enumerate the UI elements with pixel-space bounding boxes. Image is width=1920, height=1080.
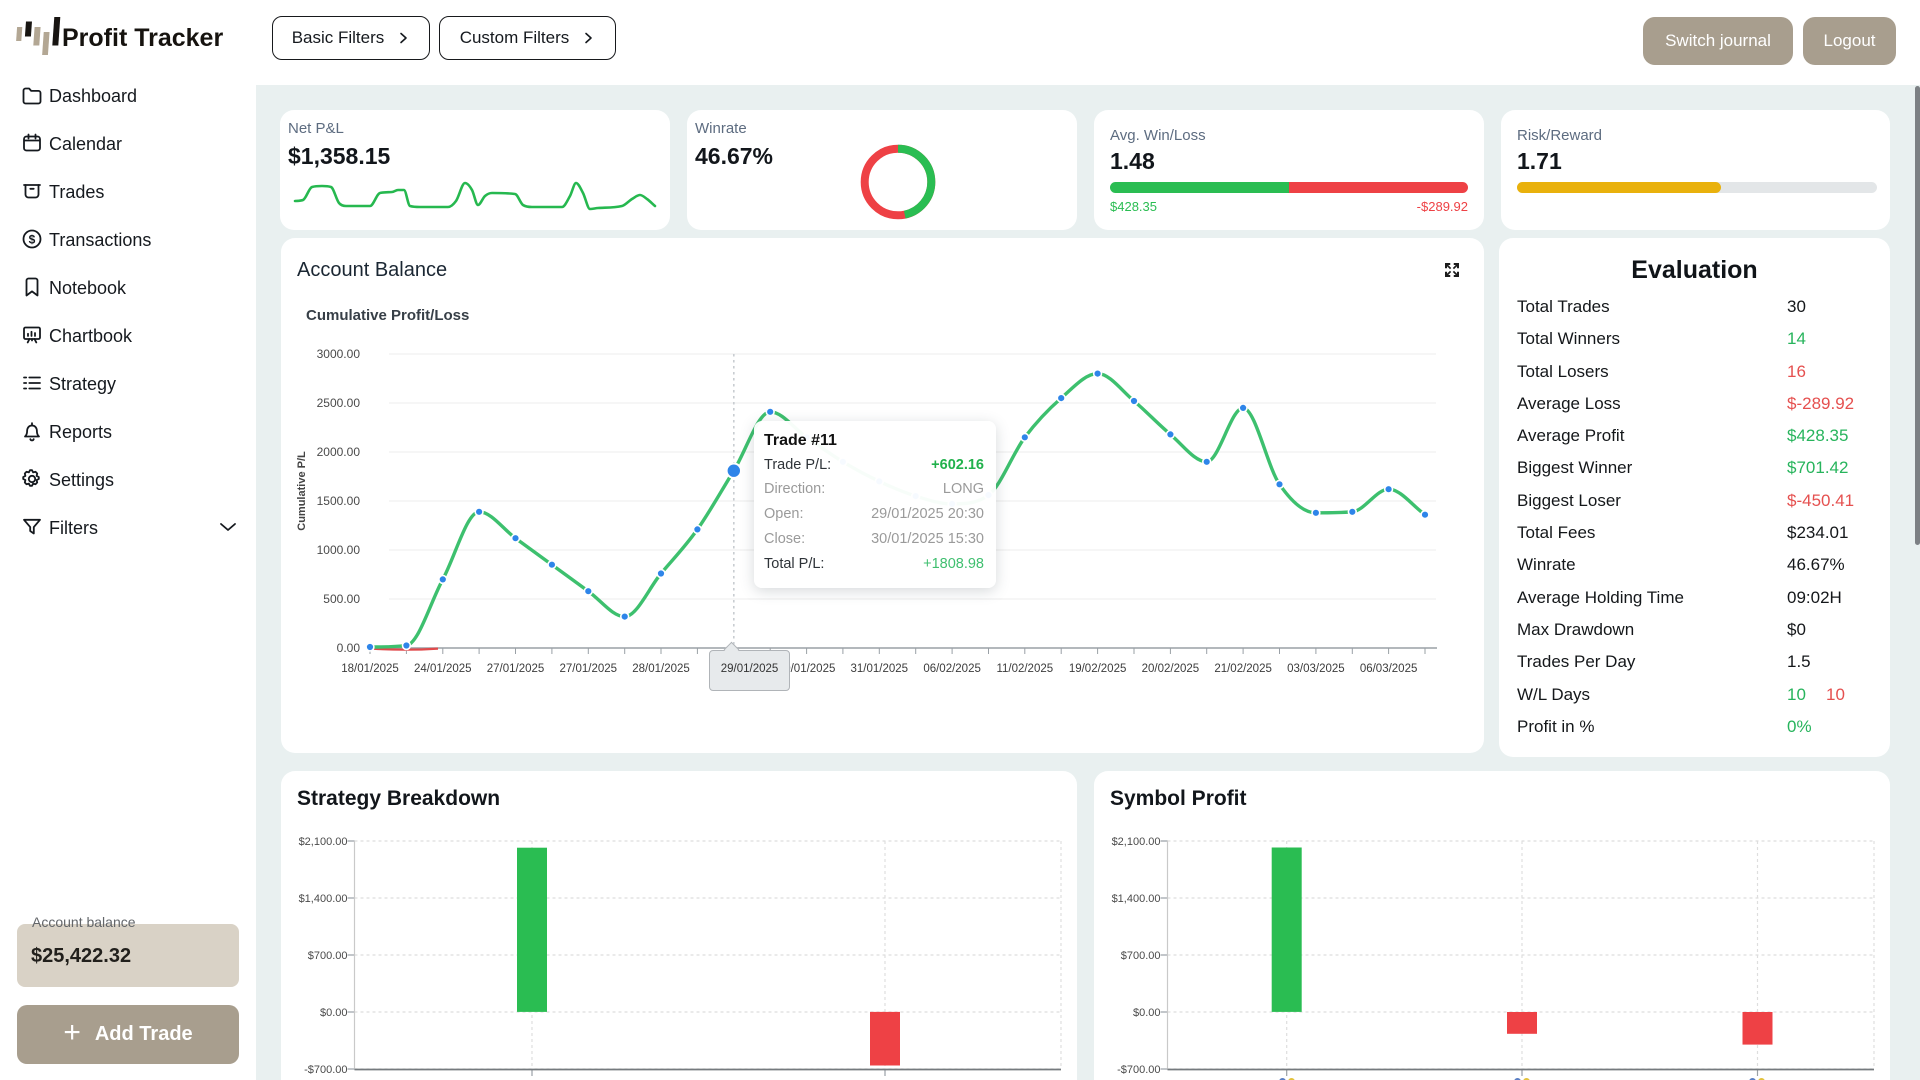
svg-text:$2,100.00: $2,100.00 [299,836,348,848]
svg-text:18/01/2025: 18/01/2025 [341,663,399,675]
svg-text:1000.00: 1000.00 [317,543,361,557]
svg-text:$700.00: $700.00 [1121,950,1161,962]
svg-text:06/02/2025: 06/02/2025 [923,663,981,675]
svg-text:1500.00: 1500.00 [317,494,361,508]
svg-text:-$700.00: -$700.00 [304,1064,347,1076]
svg-text:$1,400.00: $1,400.00 [1112,893,1161,905]
svg-text:Cumulative P/L: Cumulative P/L [296,451,308,531]
svg-text:20/02/2025: 20/02/2025 [1142,663,1200,675]
svg-text:27/01/2025: 27/01/2025 [487,663,545,675]
svg-text:11/02/2025: 11/02/2025 [996,663,1053,675]
svg-text:0.00: 0.00 [337,641,361,655]
svg-text:27/01/2025: 27/01/2025 [560,663,618,675]
svg-text:03/03/2025: 03/03/2025 [1287,663,1345,675]
svg-text:21/02/2025: 21/02/2025 [1214,663,1272,675]
svg-text:28/01/2025: 28/01/2025 [632,663,690,675]
svg-text:2000.00: 2000.00 [317,445,361,459]
svg-text:31/01/2025: 31/01/2025 [851,663,909,675]
svg-text:19/02/2025: 19/02/2025 [1069,663,1127,675]
svg-text:2500.00: 2500.00 [317,396,361,410]
svg-text:$700.00: $700.00 [308,950,348,962]
svg-text:$2,100.00: $2,100.00 [1112,836,1161,848]
svg-text:$1,400.00: $1,400.00 [299,893,348,905]
svg-text:$0.00: $0.00 [320,1007,348,1019]
svg-text:24/01/2025: 24/01/2025 [414,663,472,675]
svg-text:$0.00: $0.00 [1133,1007,1161,1019]
svg-text:06/03/2025: 06/03/2025 [1360,663,1418,675]
svg-text:500.00: 500.00 [323,592,360,606]
svg-text:30/01/2025: 30/01/2025 [778,663,836,675]
svg-text:$: $ [29,232,36,246]
svg-text:3000.00: 3000.00 [317,347,361,361]
svg-text:-$700.00: -$700.00 [1117,1064,1160,1076]
